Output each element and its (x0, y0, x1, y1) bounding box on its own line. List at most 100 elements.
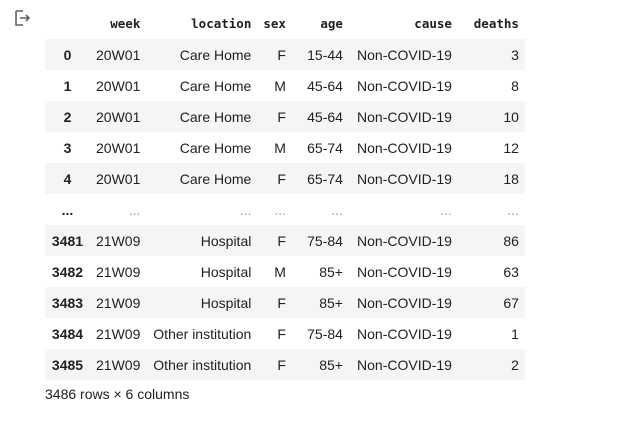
cell-age: 45-64 (307, 108, 343, 125)
cell-week: 21W09 (96, 263, 141, 280)
cell-week: 20W01 (96, 139, 141, 156)
row-index: ... (61, 201, 74, 218)
cell-deaths: 86 (503, 232, 519, 249)
cell-location: Care Home (179, 108, 252, 125)
cell-sex: F (277, 294, 286, 311)
cell-deaths: 1 (511, 325, 519, 342)
cell-location: Other institution (153, 325, 252, 342)
cell-week: 20W01 (96, 46, 141, 63)
column-header-age: age (291, 8, 349, 39)
cell-deaths: 12 (503, 139, 519, 156)
column-header-week: week (90, 8, 147, 39)
cell-week: 21W09 (96, 356, 141, 373)
dataframe-table: week location sex age cause deaths 0 20W0… (45, 8, 525, 380)
cell-sex: F (277, 232, 286, 249)
table-row: 2 20W01 Care Home F 45-64 Non-COVID-19 10 (45, 101, 525, 132)
table-row-ellipsis: ..................... (45, 194, 525, 225)
table-row: 3485 21W09 Other institution F 85+ Non-COVID-… (45, 349, 525, 380)
cell-age: 45-64 (307, 77, 343, 94)
cell-location: Hospital (200, 232, 252, 249)
table-row: 3481 21W09 Hospital F 75-84 Non-COVID-19 86 (45, 225, 525, 256)
table-header-row: week location sex age cause deaths (45, 8, 525, 39)
cell-cause: Non-COVID-19 (357, 46, 452, 63)
cell-age: 75-84 (307, 325, 343, 342)
cell-deaths: 63 (503, 263, 519, 280)
cell-age: 85+ (319, 263, 343, 280)
cell-sex: F (277, 325, 286, 342)
cell-cause: Non-COVID-19 (357, 77, 452, 94)
cell-week: 20W01 (96, 170, 141, 187)
row-index: 3481 (51, 232, 84, 249)
cell-location: Care Home (179, 170, 252, 187)
cell-deaths: 10 (503, 108, 519, 125)
cell-cause: Non-COVID-19 (357, 108, 452, 125)
dataframe-shape-text: 3486 rows × 6 columns (45, 386, 190, 402)
cell-sex: F (277, 108, 286, 125)
table-row: 3484 21W09 Other institution F 75-84 Non-COVI… (45, 318, 525, 349)
cell-deaths: 2 (511, 356, 519, 373)
cell-week: ... (128, 201, 141, 218)
cell-cause: Non-COVID-19 (357, 263, 452, 280)
row-index: 3485 (51, 356, 84, 373)
cell-cause: Non-COVID-19 (357, 294, 452, 311)
cell-sex: M (274, 139, 286, 156)
cell-deaths: 67 (503, 294, 519, 311)
cell-week: 21W09 (96, 294, 141, 311)
cell-age: 85+ (319, 294, 343, 311)
cell-week: 21W09 (96, 325, 141, 342)
cell-week: 20W01 (96, 108, 141, 125)
cell-location: Care Home (179, 46, 252, 63)
cell-location: Hospital (200, 294, 252, 311)
cell-week: 20W01 (96, 77, 141, 94)
index-header (45, 8, 90, 39)
row-index: 0 (63, 46, 72, 63)
cell-deaths: 3 (511, 46, 519, 63)
cell-cause: Non-COVID-19 (357, 232, 452, 249)
cell-deaths: 8 (511, 77, 519, 94)
table-row: 0 20W01 Care Home F 15-44 Non-COVID-19 3 (45, 39, 525, 70)
cell-sex: ... (274, 201, 286, 218)
row-index: 1 (63, 77, 72, 94)
cell-location: Care Home (179, 139, 252, 156)
cell-cause: Non-COVID-19 (357, 356, 452, 373)
cell-age: 15-44 (307, 46, 343, 63)
cell-sex: F (277, 170, 286, 187)
row-index: 4 (63, 170, 72, 187)
column-header-sex: sex (257, 8, 292, 39)
cell-cause: Non-COVID-19 (357, 325, 452, 342)
row-index: 2 (63, 108, 72, 125)
cell-cause: ... (440, 201, 452, 218)
cell-location: Care Home (179, 77, 252, 94)
cell-age: 65-74 (307, 139, 343, 156)
output-redirect-icon[interactable] (13, 9, 31, 27)
table-row: 1 20W01 Care Home M 45-64 Non-COVID-19 8 (45, 70, 525, 101)
column-header-deaths: deaths (457, 8, 525, 39)
cell-sex: F (277, 46, 286, 63)
cell-sex: M (274, 77, 286, 94)
cell-deaths: 18 (503, 170, 519, 187)
cell-location: Hospital (200, 263, 252, 280)
row-index: 3483 (51, 294, 84, 311)
cell-location: Other institution (153, 356, 252, 373)
table-row: 3 20W01 Care Home M 65-74 Non-COVID-19 12 (45, 132, 525, 163)
cell-cause: Non-COVID-19 (357, 139, 452, 156)
table-row: 3483 21W09 Hospital F 85+ Non-COVID-19 67 (45, 287, 525, 318)
cell-sex: F (277, 356, 286, 373)
cell-deaths: ... (507, 201, 519, 218)
cell-age: 65-74 (307, 170, 343, 187)
table-body: 0 20W01 Care Home F 15-44 Non-COVID-19 3 1 20W01… (45, 39, 525, 380)
cell-cause: Non-COVID-19 (357, 170, 452, 187)
cell-sex: M (274, 263, 286, 280)
cell-age: 75-84 (307, 232, 343, 249)
cell-week: 21W09 (96, 232, 141, 249)
table-row: 3482 21W09 Hospital M 85+ Non-COVID-19 63 (45, 256, 525, 287)
dataframe-output: week location sex age cause deaths 0 20W0… (45, 8, 525, 380)
table-row: 4 20W01 Care Home F 65-74 Non-COVID-19 18 (45, 163, 525, 194)
row-index: 3484 (51, 325, 84, 342)
cell-age: 85+ (319, 356, 343, 373)
cell-age: ... (331, 201, 343, 218)
column-header-cause: cause (348, 8, 458, 39)
row-index: 3 (63, 139, 72, 156)
column-header-location: location (146, 8, 258, 39)
cell-location: ... (239, 201, 252, 218)
